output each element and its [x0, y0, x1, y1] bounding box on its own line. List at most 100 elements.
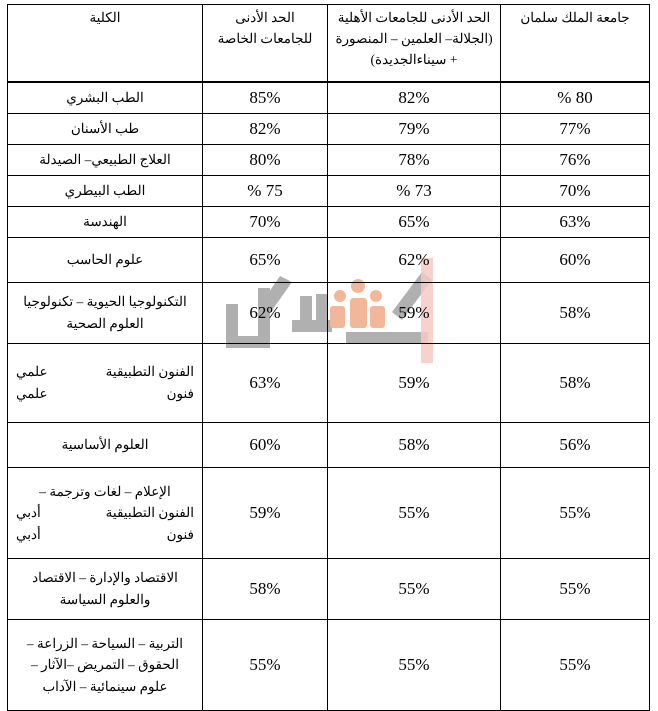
cell-private: 65% [202, 237, 328, 283]
cell-ahleya: % 73 [327, 175, 501, 207]
cell-salman: 60% [500, 237, 650, 283]
cell-private: 70% [202, 206, 328, 238]
column-header-private-line-2: للجامعات الخاصة [217, 30, 313, 46]
cell-ahleya: 58% [327, 422, 501, 468]
faculty-name-line: التكنولوجيا الحيوية – تكنولوجيا [23, 294, 187, 310]
faculty-name-line: الاقتصاد والإدارة – الاقتصاد [32, 570, 178, 586]
table-row: 77% 79% 82% طب الأسنان [7, 113, 650, 145]
cell-salman: % 80 [500, 81, 650, 114]
cell-private: 63% [202, 343, 328, 423]
column-header-ahleya-line-1: الحد الأدنى للجامعات الأهلية [337, 10, 491, 25]
table-row: 70%% 73% 75 الطب البيطري [7, 175, 650, 207]
cell-ahleya: 59% [327, 282, 501, 344]
column-header-ahleya-line-2: (الجلالة– العلمين – المنصورة [335, 30, 493, 46]
column-header-faculty-line-1: الكلية [89, 10, 121, 25]
faculty-name-line: طب الأسنان [70, 121, 140, 137]
cell-salman: 76% [500, 144, 650, 176]
cell-salman: 70% [500, 175, 650, 207]
faculty-name-line: العلوم الصحية [66, 316, 144, 331]
cell-faculty-name: العلوم الأساسية [7, 422, 203, 468]
cell-ahleya: 82% [327, 81, 501, 114]
cell-private: 62% [202, 282, 328, 344]
cell-private: % 75 [202, 175, 328, 207]
table-row: 60% 62% 65% علوم الحاسب [7, 237, 650, 283]
faculty-name-text: فنون [166, 386, 194, 401]
table-row: 58% 59% 63% الفنون التطبيقية علمي فنون علمي [7, 343, 650, 423]
table-row: 58% 59% 62% التكنولوجيا الحيوية – تكنولوجيا… [7, 282, 650, 344]
faculty-name-line: الإعلام – لغات وترجمة – [39, 483, 171, 499]
column-header-private: الحد الأدنى للجامعات الخاصة [202, 4, 328, 83]
faculty-name-line: علوم سينمائية – الآداب [42, 678, 168, 694]
cell-salman: 58% [500, 343, 650, 423]
cell-private: 55% [202, 619, 328, 711]
cell-salman: 63% [500, 206, 650, 238]
cell-private: 80% [202, 144, 328, 176]
faculty-name-line: الهندسة [83, 214, 127, 230]
cell-private: 59% [202, 467, 328, 559]
grades-table-container: جامعة الملك سلمان الحد الأدنى للجامعات ا… [7, 4, 650, 711]
cell-faculty-name: العلاج الطبيعي– الصيدلة [7, 144, 203, 176]
table-row: % 80 82% 85% الطب البشري [7, 81, 650, 114]
cell-faculty-name: الطب البيطري [7, 175, 203, 207]
cell-private: 58% [202, 558, 328, 620]
minimum-grades-table: جامعة الملك سلمان الحد الأدنى للجامعات ا… [7, 4, 650, 711]
faculty-name-line: الفنون التطبيقية أدبي [14, 502, 196, 524]
column-header-salman: جامعة الملك سلمان [500, 4, 650, 83]
table-row: 63% 65% 70% الهندسة [7, 206, 650, 238]
column-header-ahleya: الحد الأدنى للجامعات الأهلية (الجلالة– ا… [327, 4, 501, 83]
faculty-name-line: الفنون التطبيقية علمي [14, 361, 196, 383]
faculty-name-line: الحقوق – التمريض –الآثار – [31, 657, 179, 673]
faculty-track-label: أدبي [16, 505, 41, 521]
cell-faculty-name: الفنون التطبيقية علمي فنون علمي [7, 343, 203, 423]
cell-ahleya: 55% [327, 467, 501, 559]
faculty-track-label: علمي [16, 386, 48, 401]
table-row: 55% 55% 59% الإعلام – لغات وترجمة – الفنون ا… [7, 467, 650, 559]
table-header-row: جامعة الملك سلمان الحد الأدنى للجامعات ا… [7, 4, 650, 83]
cell-faculty-name: الطب البشري [7, 81, 203, 114]
column-header-salman-line-1: جامعة الملك سلمان [520, 10, 630, 25]
faculty-name-line: العلوم الأساسية [61, 437, 149, 453]
cell-faculty-name: الهندسة [7, 206, 203, 238]
table-row: 76% 78% 80% العلاج الطبيعي– الصيدلة [7, 144, 650, 176]
cell-salman: 55% [500, 619, 650, 711]
cell-ahleya: 55% [327, 619, 501, 711]
cell-salman: 55% [500, 467, 650, 559]
column-header-ahleya-line-3: + سيناءالجديدة) [370, 51, 458, 67]
cell-private: 82% [202, 113, 328, 145]
cell-salman: 56% [500, 422, 650, 468]
faculty-name-line: والعلوم السياسة [59, 592, 151, 607]
faculty-name-text: فنون [166, 526, 194, 542]
cell-faculty-name: الاقتصاد والإدارة – الاقتصاد والعلوم السي… [7, 558, 203, 620]
column-header-faculty: الكلية [7, 4, 203, 83]
faculty-name-line: الطب البيطري [64, 183, 146, 199]
faculty-name-text: الفنون التطبيقية [105, 505, 194, 521]
cell-ahleya: 59% [327, 343, 501, 423]
table-row: 55% 55% 55% التربية – السياحة – الزراعة – ال… [7, 619, 650, 711]
cell-private: 85% [202, 81, 328, 114]
cell-private: 60% [202, 422, 328, 468]
cell-faculty-name: التكنولوجيا الحيوية – تكنولوجيا العلوم ال… [7, 282, 203, 344]
cell-ahleya: 62% [327, 237, 501, 283]
faculty-name-line: التربية – السياحة – الزراعة – [26, 635, 184, 651]
cell-faculty-name: علوم الحاسب [7, 237, 203, 283]
faculty-name-line: العلاج الطبيعي– الصيدلة [39, 152, 171, 168]
faculty-name-line: فنون أدبي [14, 524, 196, 546]
column-header-private-line-1: الحد الأدنى [235, 10, 295, 25]
faculty-name-text: الفنون التطبيقية [105, 364, 194, 380]
cell-faculty-name: التربية – السياحة – الزراعة – الحقوق – ال… [7, 619, 203, 711]
cell-faculty-name: الإعلام – لغات وترجمة – الفنون التطبيقية أ… [7, 467, 203, 559]
cell-salman: 58% [500, 282, 650, 344]
faculty-name-line: علوم الحاسب [66, 252, 144, 268]
faculty-name-line: فنون علمي [14, 383, 196, 405]
cell-ahleya: 79% [327, 113, 501, 145]
cell-salman: 77% [500, 113, 650, 145]
cell-salman: 55% [500, 558, 650, 620]
faculty-track-label: علمي [16, 364, 48, 380]
faculty-name-line: الطب البشري [66, 90, 144, 106]
faculty-track-label: أدبي [16, 526, 41, 542]
cell-ahleya: 55% [327, 558, 501, 620]
cell-ahleya: 65% [327, 206, 501, 238]
table-row: 55% 55% 58% الاقتصاد والإدارة – الاقتصاد وال… [7, 558, 650, 620]
cell-ahleya: 78% [327, 144, 501, 176]
table-row: 56% 58% 60% العلوم الأساسية [7, 422, 650, 468]
